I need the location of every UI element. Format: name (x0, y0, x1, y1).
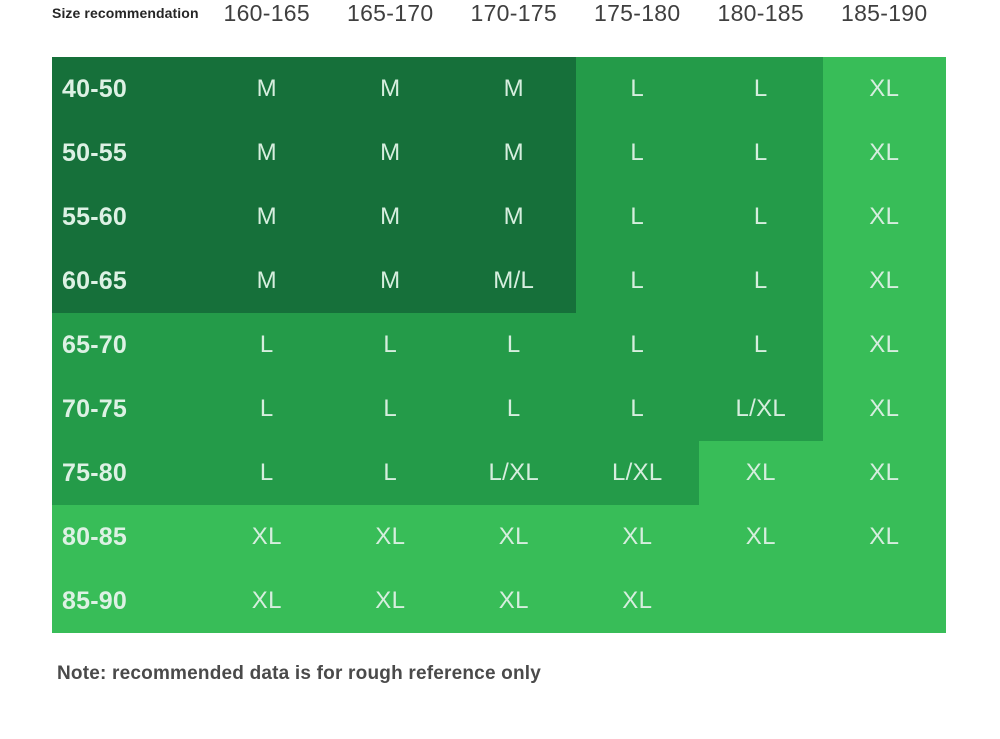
size-cell: L/XL (575, 441, 699, 505)
size-cell: M (328, 249, 452, 313)
size-cell: XL (822, 313, 946, 377)
size-cell: XL (452, 569, 576, 633)
size-cell: M (328, 185, 452, 249)
size-cell: XL (575, 505, 699, 569)
size-cell: L (328, 313, 452, 377)
row-label: 70-75 (52, 377, 205, 441)
size-cell: XL (822, 377, 946, 441)
size-cell: XL (822, 249, 946, 313)
column-header-170-175: 170-175 (470, 0, 557, 26)
size-cell: XL (205, 505, 329, 569)
size-chart-container: Size recommendation 160-165 165-170 170-… (52, 0, 946, 633)
column-header-160-165: 160-165 (223, 0, 310, 26)
size-cell (822, 569, 946, 633)
row-label: 55-60 (52, 185, 205, 249)
size-cell: XL (822, 185, 946, 249)
size-cell: M (328, 121, 452, 185)
size-cell: M (328, 57, 452, 121)
row-label: 65-70 (52, 313, 205, 377)
row-label: 80-85 (52, 505, 205, 569)
column-header-185-190: 185-190 (840, 0, 928, 26)
column-header-175-180: 175-180 (593, 0, 681, 26)
size-cell: M (205, 121, 329, 185)
size-cell: XL (822, 57, 946, 121)
size-cell: XL (575, 569, 699, 633)
size-cell: XL (822, 505, 946, 569)
size-cell: L (699, 57, 823, 121)
size-cell: L (328, 441, 452, 505)
size-cell: L (575, 57, 699, 121)
size-cell: L (699, 185, 823, 249)
size-cell: M (452, 185, 576, 249)
size-cell: L/XL (699, 377, 823, 441)
size-cell: M (452, 57, 576, 121)
row-label: 85-90 (52, 569, 205, 633)
size-cell: L (575, 313, 699, 377)
row-label: 60-65 (52, 249, 205, 313)
footnote: Note: recommended data is for rough refe… (57, 663, 542, 684)
size-cell: L (205, 441, 329, 505)
size-cell: L (328, 377, 452, 441)
row-label: 40-50 (52, 57, 205, 121)
size-cell: XL (452, 505, 576, 569)
size-cell: L (699, 313, 823, 377)
size-cell: XL (822, 121, 946, 185)
chart-title: Size recommendation (52, 5, 199, 21)
size-cell: L (205, 313, 329, 377)
size-cell: L/XL (452, 441, 576, 505)
size-cell: L (205, 377, 329, 441)
size-cell: M (205, 249, 329, 313)
chart-header-row: Size recommendation 160-165 165-170 170-… (52, 0, 946, 57)
size-cell: XL (699, 505, 823, 569)
column-header-165-170: 165-170 (346, 0, 434, 26)
size-cell: L (452, 377, 576, 441)
size-cell: M (205, 185, 329, 249)
size-cell: L (452, 313, 576, 377)
size-cell: M/L (452, 249, 576, 313)
size-cell: XL (699, 441, 823, 505)
size-cell: XL (205, 569, 329, 633)
size-cell: M (205, 57, 329, 121)
size-cell: L (575, 185, 699, 249)
size-cell: XL (328, 505, 452, 569)
size-cell: XL (328, 569, 452, 633)
size-cell: L (575, 121, 699, 185)
size-cell: M (452, 121, 576, 185)
size-cell: L (575, 377, 699, 441)
size-cell: L (699, 249, 823, 313)
size-cell: L (575, 249, 699, 313)
row-label: 50-55 (52, 121, 205, 185)
column-header-180-185: 180-185 (717, 0, 804, 26)
size-cell: XL (822, 441, 946, 505)
size-cell (699, 569, 823, 633)
row-label: 75-80 (52, 441, 205, 505)
size-cell: L (699, 121, 823, 185)
size-table: 40-50 M M M L L XL 50-55 M M M L L XL 55… (52, 57, 946, 633)
